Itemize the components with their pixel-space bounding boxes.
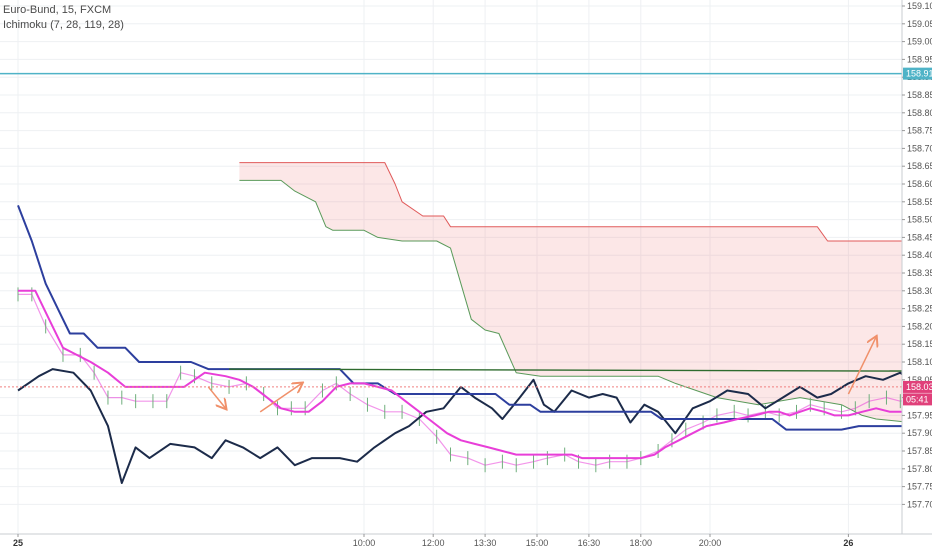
senkou-span-a-line [239, 162, 932, 242]
y-tick-label: 158.65 [907, 161, 932, 171]
y-tick-label: 157.95 [907, 410, 932, 420]
tenkan-sen-line [18, 289, 932, 460]
price-tag-label: 158.91 [906, 69, 932, 79]
price-tag [903, 67, 932, 80]
y-tick-label: 158.25 [907, 304, 932, 314]
x-tick-label: 25 [13, 538, 23, 548]
chikou-span-line [17, 368, 919, 484]
annotation-arrow [259, 383, 302, 413]
time-axis-panel [0, 534, 932, 550]
y-tick-label: 158.20 [907, 321, 932, 331]
price-tag [903, 393, 932, 406]
y-tick-label: 158.40 [907, 250, 932, 260]
ichimoku-cloud [239, 162, 932, 430]
y-tick-label: 158.80 [907, 108, 932, 118]
y-tick-label: 157.85 [907, 446, 932, 456]
y-tick-label: 159.10 [907, 1, 932, 11]
y-tick-label: 158.75 [907, 126, 932, 136]
y-tick-label: 158.30 [907, 286, 932, 296]
x-tick-label: 10:00 [353, 538, 376, 548]
symbol-label[interactable]: Euro-Bund, 15, FXCM [3, 4, 112, 16]
price-tag [903, 380, 932, 393]
price-tag-label: 05:41 [906, 394, 929, 404]
y-tick-label: 158.05 [907, 375, 932, 385]
y-tick-label: 158.70 [907, 143, 932, 153]
y-tick-label: 158.15 [907, 339, 932, 349]
y-tick-label: 157.80 [907, 464, 932, 474]
y-tick-label: 157.70 [907, 499, 932, 509]
y-tick-label: 157.90 [907, 428, 932, 438]
kijun-sen-line [17, 205, 932, 431]
y-tick-label: 158.60 [907, 179, 932, 189]
y-tick-label: 159.00 [907, 37, 932, 47]
chart-legend: Euro-Bund, 15, FXCM Ichimoku (7, 28, 119… [3, 3, 124, 33]
y-tick-label: 158.45 [907, 232, 932, 242]
annotation-arrow [207, 386, 225, 408]
y-tick-label: 157.75 [907, 482, 932, 492]
annotation-arrow [847, 337, 876, 395]
y-tick-label: 158.35 [907, 268, 932, 278]
trend-line [229, 368, 932, 372]
y-tick-label: 159.05 [907, 19, 932, 29]
x-tick-label: 18:00 [630, 538, 653, 548]
y-tick-label: 158.85 [907, 90, 932, 100]
price-axis-panel [902, 0, 932, 550]
x-tick-label: 15:00 [526, 538, 549, 548]
y-tick-label: 158.55 [907, 197, 932, 207]
indicator-label[interactable]: Ichimoku (7, 28, 119, 28) [3, 19, 124, 31]
y-tick-label: 158.95 [907, 54, 932, 64]
x-tick-label: 16:30 [578, 538, 601, 548]
x-tick-label: 26 [843, 538, 853, 548]
x-tick-label: 12:00 [422, 538, 445, 548]
price-tag-label: 158.03 [906, 382, 932, 392]
x-tick-label: 20:00 [699, 538, 722, 548]
x-tick-label: 13:30 [474, 538, 497, 548]
y-tick-label: 158.10 [907, 357, 932, 367]
y-tick-label: 158.50 [907, 215, 932, 225]
